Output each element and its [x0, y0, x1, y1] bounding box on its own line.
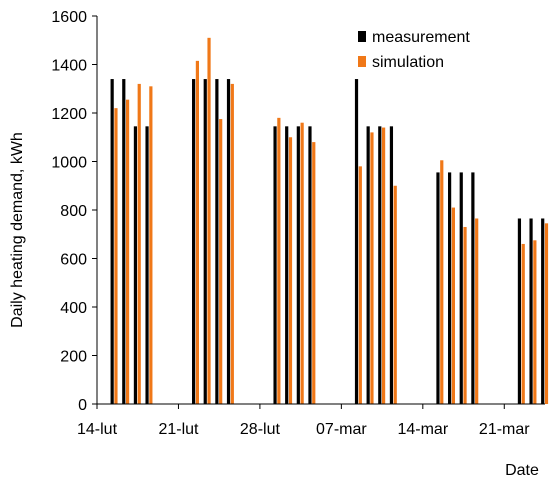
simulation-bar: [451, 207, 456, 404]
y-tick-label: 0: [78, 397, 87, 414]
simulation-bar: [207, 37, 211, 404]
simulation-bar: [312, 142, 316, 404]
y-tick-label: 1400: [51, 58, 87, 75]
legend-label: measurement: [372, 29, 470, 46]
measurement-bar: [285, 126, 289, 405]
simulation-bar: [533, 240, 537, 404]
measurement-bar: [122, 79, 126, 405]
y-tick-label: 1000: [51, 155, 87, 172]
x-tick-label: 14-lut: [77, 421, 118, 438]
x-tick-label: 21-lut: [158, 421, 199, 438]
simulation-bar: [277, 117, 281, 404]
y-ticks: 0 200 400 600 800 1000 1200 1400 1600: [51, 9, 97, 414]
measurement-bar: [448, 172, 452, 404]
y-tick-label: 1600: [51, 9, 87, 26]
simulation-bar: [440, 160, 444, 404]
simulation-bar: [114, 108, 118, 405]
x-tick-label: 07-mar: [316, 421, 367, 438]
measurement-bar: [378, 126, 382, 405]
y-tick-label: 200: [60, 349, 87, 366]
x-ticks: 14-lut 21-lut 28-lut 07-mar 14-mar 21-mar: [77, 404, 530, 438]
measurement-bar: [541, 218, 545, 404]
measurement-bar: [203, 79, 207, 405]
simulation-bar: [219, 119, 223, 404]
simulation-bar: [463, 226, 467, 404]
simulation-bar: [358, 166, 362, 404]
bars-layer: [110, 37, 549, 405]
x-axis-label: Date: [505, 462, 539, 479]
simulation-bar: [475, 218, 479, 404]
simulation-bar: [300, 122, 304, 404]
measurement-bar: [529, 218, 533, 404]
legend-swatch: [358, 56, 366, 67]
simulation-bar: [381, 127, 386, 405]
simulation-bar: [544, 223, 549, 404]
measurement-bar: [459, 172, 463, 404]
x-tick-label: 28-lut: [240, 421, 281, 438]
simulation-bar: [393, 185, 397, 404]
simulation-bar: [521, 243, 525, 404]
simulation-bar: [125, 99, 130, 404]
measurement-bar: [308, 126, 312, 405]
x-tick-label: 14-mar: [397, 421, 448, 438]
y-axis-label: Daily heating demand, kWh: [9, 132, 26, 328]
x-tick-label: 21-mar: [479, 421, 530, 438]
y-tick-label: 600: [60, 252, 87, 269]
measurement-bar: [273, 126, 277, 405]
y-tick-label: 1200: [51, 106, 87, 123]
measurement-bar: [110, 79, 114, 405]
simulation-bar: [149, 86, 153, 404]
measurement-bar: [354, 79, 359, 405]
y-tick-label: 800: [60, 203, 87, 220]
measurement-bar: [389, 126, 394, 405]
measurement-bar: [145, 126, 149, 405]
measurement-bar: [133, 126, 138, 405]
simulation-bar: [137, 83, 141, 405]
legend-swatch: [358, 31, 366, 42]
simulation-bar: [288, 137, 293, 404]
measurement-bar: [436, 172, 440, 404]
measurement-bar: [366, 126, 370, 405]
measurement-bar: [471, 172, 475, 404]
measurement-bar: [517, 218, 522, 404]
y-tick-label: 400: [60, 300, 87, 317]
measurement-bar: [296, 126, 300, 405]
simulation-bar: [370, 132, 374, 404]
simulation-bar: [230, 83, 234, 405]
legend-label: simulation: [372, 54, 444, 71]
measurement-bar: [192, 79, 196, 405]
simulation-bar: [195, 60, 200, 405]
measurement-bar: [215, 79, 219, 405]
legend: measurement simulation: [358, 29, 470, 71]
measurement-bar: [226, 79, 231, 405]
